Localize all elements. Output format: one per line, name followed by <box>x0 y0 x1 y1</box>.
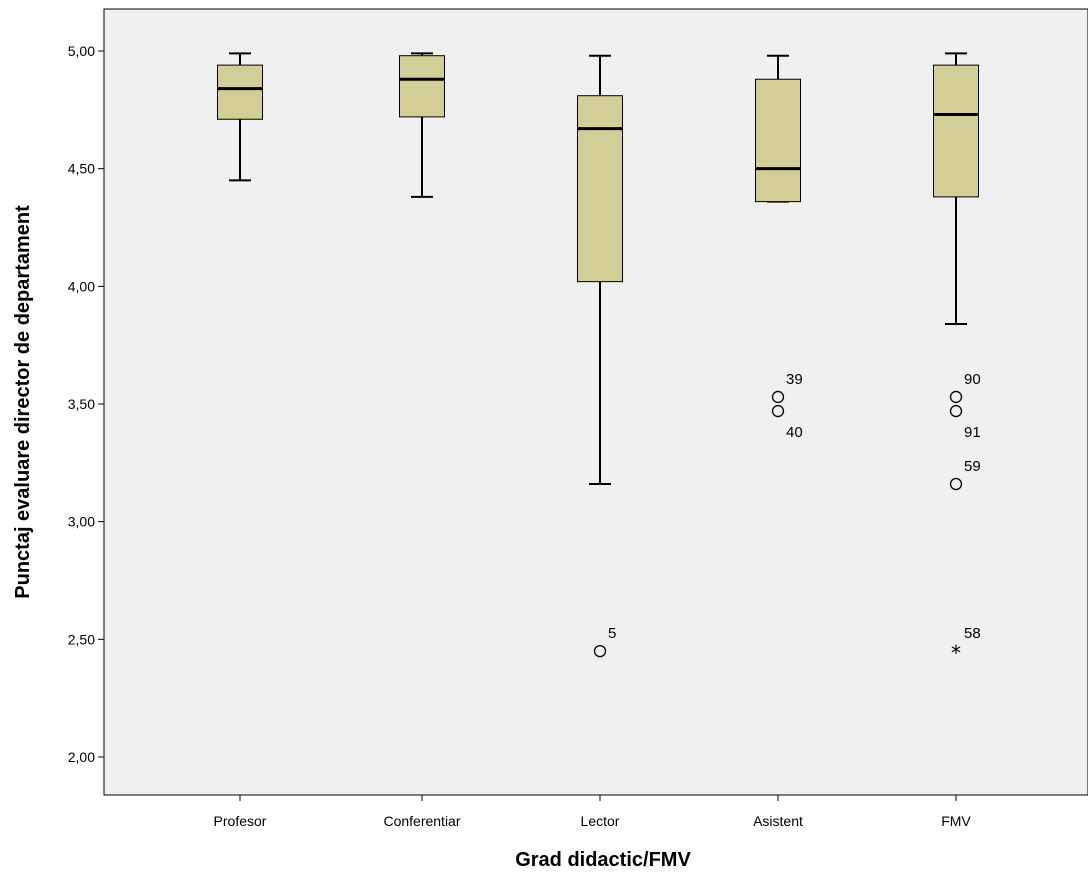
y-tick-label: 3,00 <box>68 514 95 530</box>
x-axis-title: Grad didactic/FMV <box>515 849 691 871</box>
outlier-label: 59 <box>964 458 981 475</box>
outlier-circle <box>593 644 607 658</box>
iqr-box <box>755 78 801 203</box>
box-lector: 5 <box>577 54 623 658</box>
x-tick-label: FMV <box>941 813 971 829</box>
iqr-box <box>217 64 263 120</box>
outlier-circle <box>771 390 785 404</box>
outlier-label: 58 <box>964 625 981 642</box>
outlier-circle <box>949 477 963 491</box>
y-tick-label: 4,50 <box>68 161 95 177</box>
box-fmv: 90 91 59 *58 <box>933 52 981 665</box>
x-axis: Profesor Conferentiar Lector Asistent FMV <box>214 795 971 829</box>
extreme-outlier-star: * <box>951 641 961 665</box>
outlier-circle <box>949 404 963 418</box>
boxes-group: 5 39 40 90 91 59 *58 <box>217 52 981 665</box>
outlier-circle <box>771 404 785 418</box>
x-tick-label: Profesor <box>214 813 267 829</box>
outlier-label: 39 <box>786 371 803 388</box>
outlier-circle <box>949 390 963 404</box>
box-asistent: 39 40 <box>755 54 803 441</box>
outlier-label: 90 <box>964 371 981 388</box>
y-tick-label: 2,50 <box>68 631 95 647</box>
iqr-box <box>399 55 445 118</box>
y-tick-label: 4,00 <box>68 278 95 294</box>
iqr-box <box>933 64 979 198</box>
y-axis: 2,00 2,50 3,00 3,50 4,00 4,50 5,00 <box>68 43 104 765</box>
outlier-label: 40 <box>786 424 803 441</box>
y-tick-label: 5,00 <box>68 43 95 59</box>
x-tick-label: Conferentiar <box>383 813 460 829</box>
y-tick-label: 3,50 <box>68 396 95 412</box>
box-conferentiar <box>399 52 445 198</box>
y-tick-label: 2,00 <box>68 749 95 765</box>
x-tick-label: Lector <box>581 813 620 829</box>
outlier-label: 5 <box>608 625 616 642</box>
y-axis-title: Punctaj evaluare director de departament <box>12 205 34 599</box>
iqr-box <box>577 95 623 283</box>
x-tick-label: Asistent <box>753 813 803 829</box>
box-profesor <box>217 52 263 182</box>
outlier-label: 91 <box>964 424 981 441</box>
